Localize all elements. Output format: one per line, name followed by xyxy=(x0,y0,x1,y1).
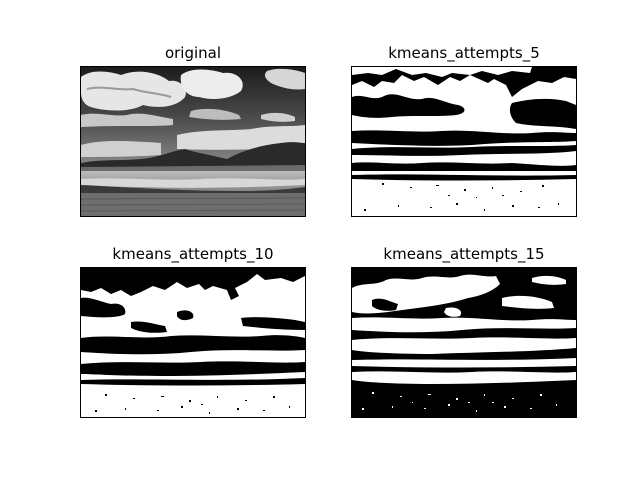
panel-title-kmeans-15: kmeans_attempts_15 xyxy=(383,245,545,263)
panel-title-original: original xyxy=(164,44,222,62)
image-kmeans-attempts-10 xyxy=(80,267,306,418)
image-kmeans-attempts-5 xyxy=(351,66,577,217)
panel-title-kmeans-10: kmeans_attempts_10 xyxy=(112,245,274,263)
image-kmeans-attempts-15 xyxy=(351,267,577,418)
image-original xyxy=(80,66,306,217)
panel-title-kmeans-5: kmeans_attempts_5 xyxy=(388,44,540,62)
